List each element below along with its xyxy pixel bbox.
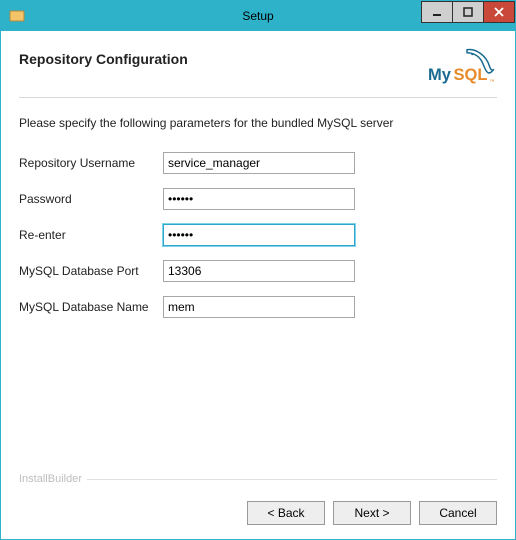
- label-password: Password: [19, 192, 163, 206]
- content-area: Repository Configuration My SQL ™ Please…: [1, 31, 515, 539]
- label-reenter: Re-enter: [19, 228, 163, 242]
- label-db-port: MySQL Database Port: [19, 264, 163, 278]
- minimize-button[interactable]: [421, 1, 453, 23]
- footer-divider: [87, 479, 497, 480]
- row-password: Password: [19, 188, 497, 210]
- svg-text:™: ™: [490, 79, 495, 85]
- button-row: < Back Next > Cancel: [247, 501, 497, 525]
- svg-text:SQL: SQL: [454, 66, 488, 84]
- header-divider: [19, 97, 497, 98]
- maximize-button[interactable]: [452, 1, 484, 23]
- setup-window: Setup Repository Configuration My SQL: [0, 0, 516, 540]
- footer-brand: InstallBuilder: [19, 473, 82, 485]
- label-repo-username: Repository Username: [19, 156, 163, 170]
- input-db-port[interactable]: [163, 260, 355, 282]
- close-button[interactable]: [483, 1, 515, 23]
- label-db-name: MySQL Database Name: [19, 300, 163, 314]
- input-password[interactable]: [163, 188, 355, 210]
- config-form: Repository Username Password Re-enter My…: [19, 152, 497, 332]
- back-button[interactable]: < Back: [247, 501, 325, 525]
- input-repo-username[interactable]: [163, 152, 355, 174]
- input-db-name[interactable]: [163, 296, 355, 318]
- header-row: Repository Configuration My SQL ™: [19, 45, 497, 89]
- page-title: Repository Configuration: [19, 51, 188, 67]
- row-db-name: MySQL Database Name: [19, 296, 497, 318]
- app-icon: [9, 8, 25, 24]
- svg-text:My: My: [428, 66, 452, 84]
- row-db-port: MySQL Database Port: [19, 260, 497, 282]
- row-repo-username: Repository Username: [19, 152, 497, 174]
- titlebar[interactable]: Setup: [1, 1, 515, 31]
- cancel-button[interactable]: Cancel: [419, 501, 497, 525]
- input-reenter[interactable]: [163, 224, 355, 246]
- window-controls: [421, 1, 515, 31]
- row-reenter: Re-enter: [19, 224, 497, 246]
- intro-text: Please specify the following parameters …: [19, 116, 497, 130]
- next-button[interactable]: Next >: [333, 501, 411, 525]
- mysql-logo: My SQL ™: [422, 45, 497, 89]
